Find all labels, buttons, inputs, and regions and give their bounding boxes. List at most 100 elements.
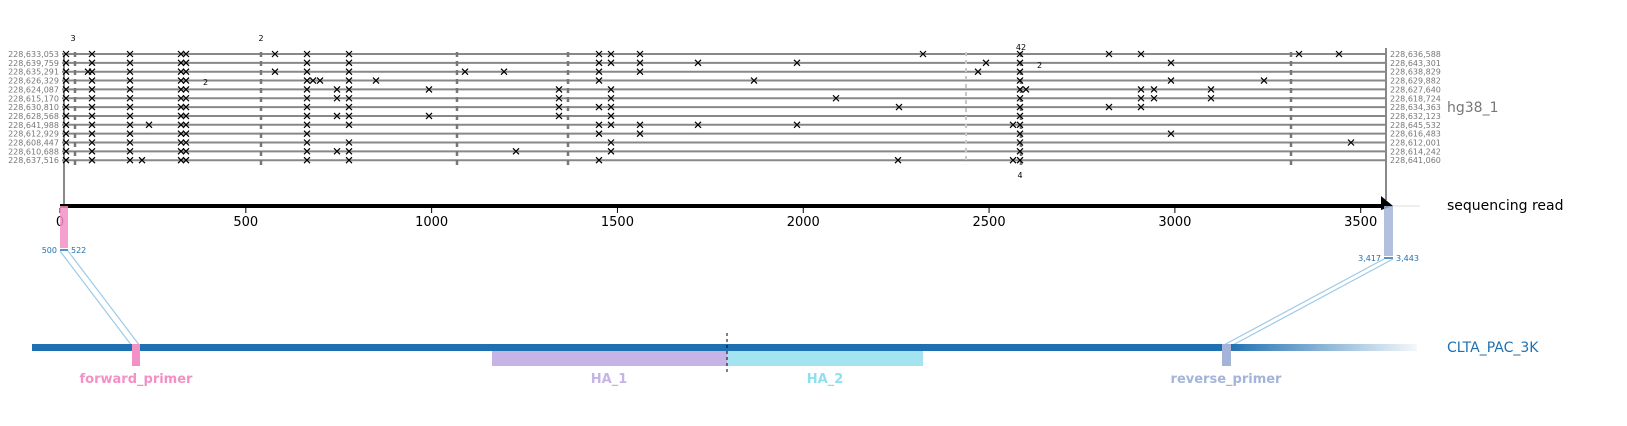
insertion-label-top-left: 3	[70, 34, 75, 43]
mismatch-mark	[1137, 85, 1145, 93]
axis-tick-label: 3500	[1344, 215, 1377, 230]
right-coordinate: 228,618,724	[1390, 94, 1441, 103]
mismatch-mark	[333, 85, 341, 93]
alignment-rows	[62, 48, 1387, 206]
mismatch-mark	[303, 59, 311, 67]
mismatch-mark	[126, 112, 134, 120]
mismatch-mark	[345, 59, 353, 67]
mismatch-mark	[177, 147, 185, 155]
mismatch-mark	[126, 77, 134, 84]
mismatch-mark	[88, 85, 96, 93]
reverse-range-start: 3,417	[1358, 254, 1381, 263]
reference-name-label: hg38_1	[1447, 100, 1498, 116]
left-coordinate: 228,615,170	[8, 94, 59, 103]
mismatch-mark	[694, 59, 702, 67]
feature-label-ha2: HA_2	[807, 372, 844, 387]
right-coordinate: 228,643,301	[1390, 59, 1441, 68]
mismatch-mark	[62, 156, 70, 164]
mismatch-mark	[182, 112, 190, 120]
forward-range-start: 500	[42, 246, 57, 255]
mismatch-mark	[607, 59, 615, 67]
mismatch-mark	[1150, 94, 1158, 102]
mismatch-mark	[1009, 156, 1017, 164]
mismatch-mark	[62, 130, 70, 138]
right-coordinate: 228,641,060	[1390, 156, 1441, 165]
mismatch-mark	[126, 68, 134, 76]
insertion-label-right-top: 42	[1016, 43, 1026, 52]
mismatch-mark	[182, 130, 190, 138]
mismatch-mark	[1016, 156, 1024, 164]
mismatch-mark	[636, 68, 644, 76]
axis-tick-label: 1000	[415, 215, 448, 230]
mismatch-mark	[345, 112, 353, 120]
mismatch-mark	[607, 85, 615, 93]
left-coordinate: 228,608,447	[8, 139, 59, 148]
insertion-label-small-b: 2	[1037, 61, 1042, 70]
mismatch-mark	[182, 50, 190, 58]
mismatch-mark	[607, 147, 615, 155]
mismatch-mark	[126, 139, 134, 146]
amplicon-bar-fade	[1227, 344, 1417, 351]
mismatch-mark	[62, 94, 70, 102]
read-label: sequencing read	[1447, 198, 1563, 214]
mismatch-mark	[1016, 103, 1024, 111]
mismatch-mark	[345, 121, 353, 129]
mismatch-mark	[303, 103, 311, 111]
left-coordinate: 228,630,810	[8, 103, 59, 112]
mismatch-mark	[636, 121, 644, 129]
mismatch-mark	[62, 50, 70, 58]
mismatch-mark	[126, 156, 134, 164]
forward-zoom-connector	[59, 250, 141, 347]
mismatch-mark	[126, 50, 134, 58]
mismatch-mark	[303, 130, 311, 138]
mismatch-mark	[62, 103, 70, 111]
mismatch-mark	[177, 121, 185, 129]
mismatch-mark	[303, 77, 311, 84]
mismatch-mark	[1207, 94, 1215, 102]
mismatch-mark	[182, 77, 190, 84]
mismatch-mark	[512, 147, 520, 155]
mismatch-mark	[1016, 68, 1024, 76]
mismatch-mark	[372, 77, 380, 84]
mismatch-mark	[345, 50, 353, 58]
mismatch-mark	[793, 59, 801, 67]
mismatch-mark	[636, 130, 644, 138]
left-coordinate: 228,641,988	[8, 121, 59, 130]
mismatch-mark	[1137, 50, 1145, 58]
mismatch-mark	[88, 112, 96, 120]
mismatch-mark	[1022, 85, 1030, 93]
mismatch-mark	[345, 147, 353, 155]
amplicon-bar	[32, 344, 1227, 351]
mismatch-mark	[1167, 130, 1175, 138]
mismatch-mark	[595, 156, 603, 164]
feature-label-ha1: HA_1	[591, 372, 628, 387]
mismatch-mark	[1016, 94, 1024, 102]
mismatch-mark	[1016, 139, 1024, 146]
mismatch-mark	[1105, 103, 1113, 111]
mismatch-mark	[177, 156, 185, 164]
mismatch-mark	[595, 130, 603, 138]
reverse-zoom-connector	[1221, 258, 1394, 347]
mismatch-mark	[62, 121, 70, 129]
mismatch-mark	[555, 85, 563, 93]
mismatch-mark	[303, 147, 311, 155]
insertion-label-bottom: 4	[1017, 171, 1022, 180]
mismatch-mark	[177, 94, 185, 102]
left-coordinate: 228,637,516	[8, 156, 59, 165]
mismatch-mark	[607, 139, 615, 146]
left-coordinate: 228,635,291	[8, 68, 59, 77]
feature-label-forward-primer: forward_primer	[80, 372, 194, 387]
mismatch-mark	[1137, 94, 1145, 102]
mismatch-mark	[500, 68, 508, 76]
mismatch-mark	[303, 50, 311, 58]
axis-tick-label: 2000	[787, 215, 820, 230]
right-coordinate: 228,632,123	[1390, 112, 1441, 121]
coordinate-labels: 228,633,053 228,636,588 228,639,759 228,643…	[8, 50, 1441, 165]
left-coordinate: 228,633,053	[8, 50, 59, 59]
mismatch-mark	[919, 50, 927, 58]
mismatch-mark	[1016, 130, 1024, 138]
mismatch-mark	[607, 112, 615, 120]
mismatch-mark	[126, 59, 134, 67]
mismatch-mark	[177, 112, 185, 120]
axis-tick-label: 3000	[1158, 215, 1191, 230]
